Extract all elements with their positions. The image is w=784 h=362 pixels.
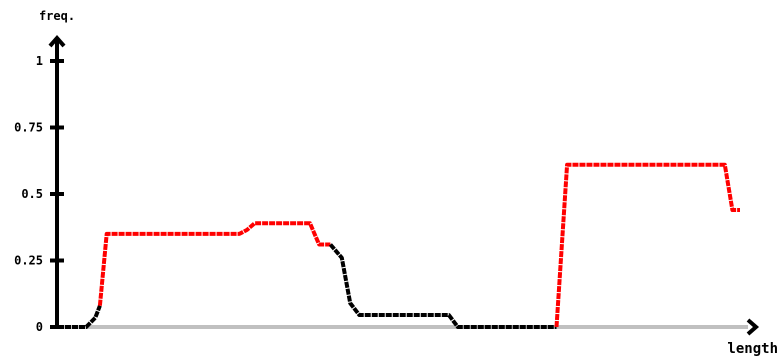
x-axis-title: length <box>727 341 778 357</box>
y-tick-label: 1 <box>36 54 43 68</box>
series-layer <box>65 162 740 329</box>
series-segment-red <box>97 221 331 306</box>
y-axis-title: freq. <box>39 9 75 23</box>
y-tick-label: 0 <box>36 320 43 334</box>
series-segment-black <box>65 304 102 329</box>
y-axis-arrowhead <box>48 34 66 48</box>
y-tick-label: 0.5 <box>21 187 43 201</box>
series-segment-black <box>328 243 557 329</box>
y-tick-label: 0.25 <box>14 254 43 268</box>
y-tick-label: 0.75 <box>14 121 43 135</box>
series-segment-red <box>554 162 740 328</box>
y-tick-layer: 0 0.25 0.5 0.75 1 <box>14 54 64 334</box>
x-axis-arrowhead <box>746 318 760 336</box>
axis-layer <box>48 34 760 336</box>
